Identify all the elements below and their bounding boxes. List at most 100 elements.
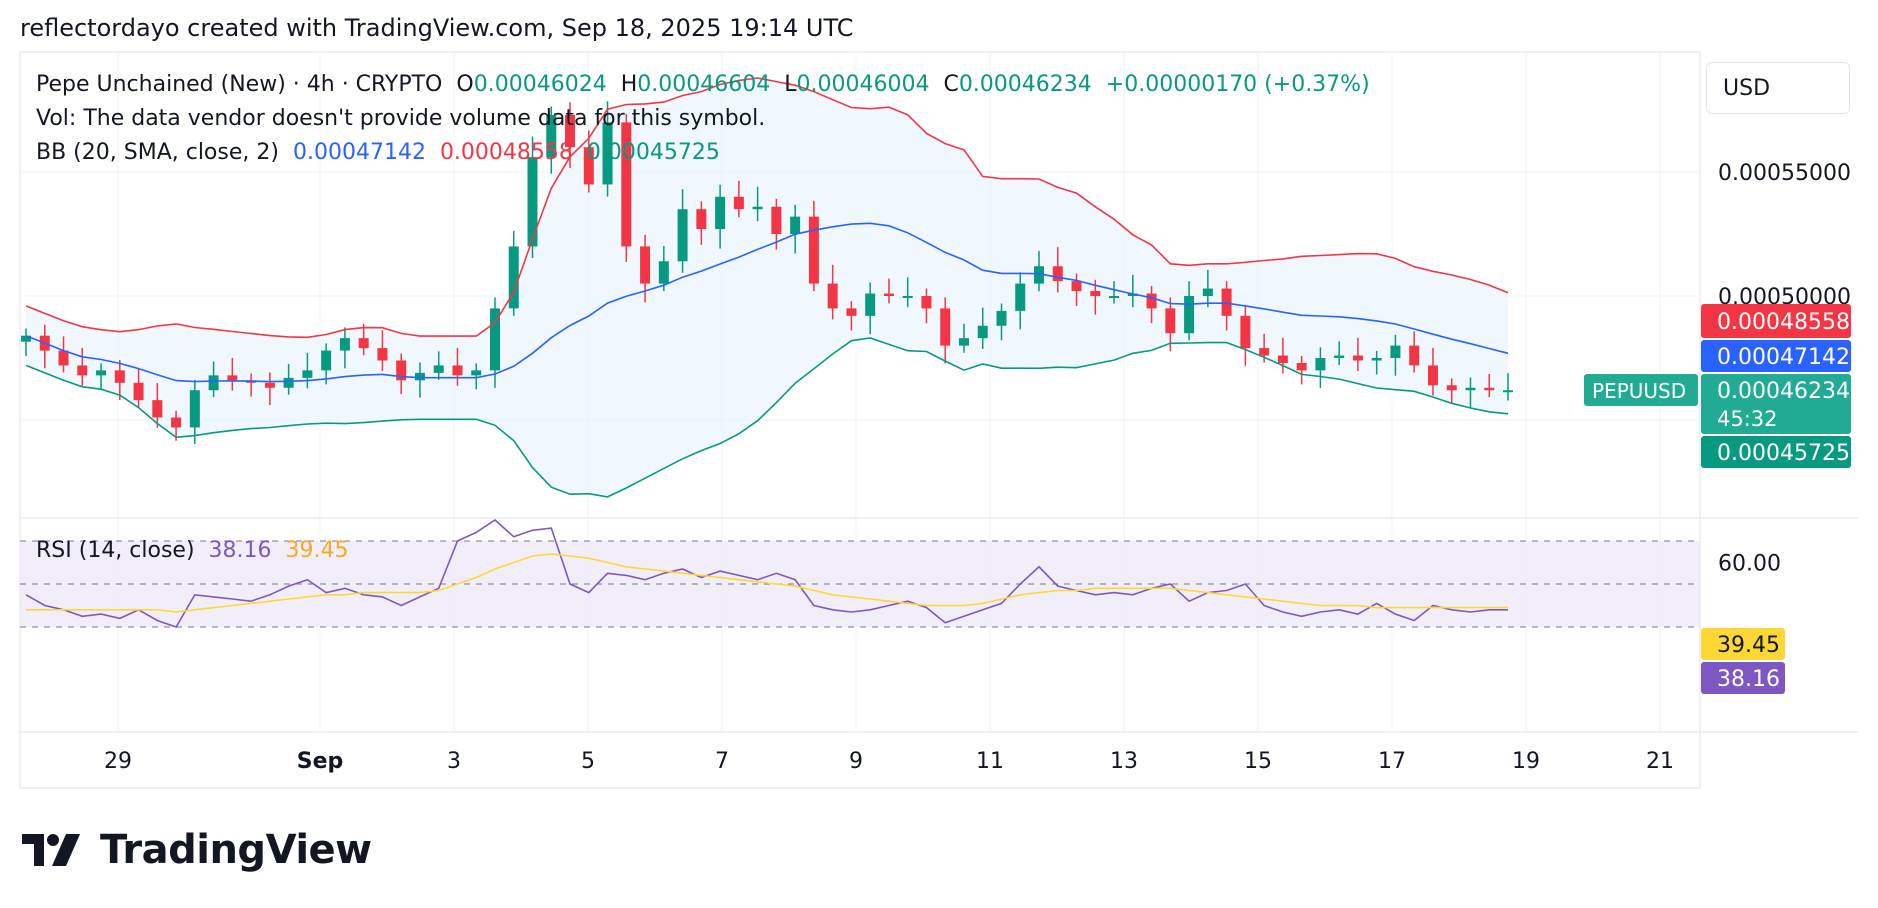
candle-body: [958, 338, 969, 346]
bollinger-band-fill: [26, 78, 1508, 497]
candle-body: [733, 196, 744, 210]
candle-body: [96, 370, 107, 376]
lower-band-badge: 0.00045725: [1717, 441, 1850, 466]
candle-body: [902, 296, 913, 298]
candle-body: [1259, 348, 1270, 356]
candle-body: [433, 365, 444, 373]
candle-body: [658, 261, 669, 284]
candle-body: [696, 209, 707, 230]
time-tick-label: 13: [1110, 749, 1138, 774]
legend-change: +0.00000170 (+0.37%): [1105, 72, 1370, 97]
candle-body: [996, 310, 1007, 326]
time-tick-label: 9: [849, 749, 863, 774]
rsi-pane: [20, 518, 1700, 628]
candle-body: [808, 216, 819, 284]
bb-basis-line: [25, 222, 1509, 383]
rsi-ma-badge: 39.45: [1717, 633, 1780, 658]
candle-body: [640, 246, 651, 284]
candle-body: [358, 338, 369, 349]
candle-body: [77, 365, 88, 376]
candle-body: [171, 417, 182, 428]
time-tick-label: Sep: [297, 749, 344, 774]
candle-body: [283, 377, 294, 388]
candle-body: [189, 390, 200, 428]
candle-body: [883, 293, 894, 296]
candle-body: [1090, 291, 1101, 296]
attribution-header: reflectordayo created with TradingView.c…: [20, 14, 854, 42]
candle-body: [771, 206, 782, 234]
time-axis: 29 Sep 3 5 7 9 11 13 15 17 19 21: [104, 749, 1674, 774]
candle-body: [1334, 355, 1345, 358]
rsi-line: [25, 518, 1508, 628]
candle-body: [1409, 345, 1420, 366]
candle-body: [1446, 385, 1457, 391]
rsi-badge: 38.16: [1717, 667, 1780, 692]
currency-selector[interactable]: USD: [1706, 62, 1850, 114]
price-tick-label: 0.00055000: [1718, 161, 1851, 186]
candle-body: [1371, 358, 1382, 361]
legend-low-label: L: [784, 72, 797, 97]
legend-open-label: O: [456, 72, 474, 97]
candle-body: [1296, 362, 1307, 371]
bollinger-lines: [25, 77, 1509, 498]
candle-body: [1427, 365, 1438, 386]
candle-body: [1221, 288, 1232, 316]
candle-body: [227, 375, 238, 381]
candle-body: [1146, 293, 1157, 309]
candle-body: [1465, 387, 1476, 391]
tradingview-wordmark: TradingView: [100, 827, 372, 873]
candle-body: [1202, 288, 1213, 296]
candle-body: [827, 283, 838, 309]
legend-bb-label: BB (20, SMA, close, 2): [36, 140, 279, 165]
candle-body: [114, 370, 125, 383]
lower-band-badge-bg: [1701, 436, 1851, 468]
candle-body: [1503, 390, 1513, 393]
candle-body: [977, 325, 988, 339]
legend-low-value: 0.00046004: [796, 72, 930, 97]
legend-high-label: H: [620, 72, 638, 97]
candle-body: [715, 196, 726, 230]
last-price-badge: 0.00046234: [1717, 379, 1850, 404]
candle-body: [302, 370, 313, 378]
candle-body: [602, 122, 613, 185]
candle-body: [565, 114, 576, 148]
candle-body: [264, 382, 275, 388]
candle-body: [58, 350, 69, 366]
last-price-badge-bg: [1701, 374, 1851, 434]
legend-symbol[interactable]: Pepe Unchained (New) · 4h · CRYPTO: [36, 72, 443, 97]
legend-rsi[interactable]: RSI (14, close) 38.16 39.45: [36, 538, 349, 563]
time-tick-label: 29: [104, 749, 132, 774]
candle-body: [1352, 355, 1363, 361]
legend-rsi-ma: 39.45: [285, 538, 349, 563]
candle-body: [133, 382, 144, 401]
time-tick-label: 3: [447, 749, 461, 774]
legend-bb[interactable]: BB (20, SMA, close, 2) 0.00047142 0.0004…: [36, 140, 720, 165]
upper-band-badge-bg: [1701, 304, 1851, 338]
candle-body: [396, 360, 407, 381]
candle-body: [339, 338, 350, 351]
candle-body: [377, 348, 388, 361]
time-tick-label: 15: [1244, 749, 1272, 774]
rsi-badge-bg: [1701, 662, 1785, 694]
candle-body: [1277, 355, 1288, 363]
candle-body: [1034, 266, 1045, 284]
tradingview-logo-icon: [22, 834, 80, 866]
bb-upper-line: [25, 77, 1509, 339]
candle-body: [921, 296, 932, 309]
time-tick-label: 19: [1512, 749, 1540, 774]
candle-body: [1390, 345, 1401, 358]
legend-rsi-label: RSI (14, close): [36, 538, 195, 563]
candle-body: [208, 375, 219, 391]
symbol-badge: PEPUUSD: [1592, 379, 1686, 403]
legend-bb-basis: 0.00047142: [292, 140, 426, 165]
legend-close-value: 0.00046234: [958, 72, 1092, 97]
tradingview-logo: TradingView: [22, 820, 372, 880]
bb-lower-line: [25, 337, 1509, 498]
legend-volume: Vol: The data vendor doesn't provide vol…: [36, 106, 766, 131]
countdown-badge: 45:32: [1717, 407, 1778, 431]
candle-body: [1484, 387, 1495, 391]
candle-body: [1015, 283, 1026, 311]
time-tick-label: 7: [715, 749, 729, 774]
legend-bb-upper: 0.00048558: [439, 140, 573, 165]
